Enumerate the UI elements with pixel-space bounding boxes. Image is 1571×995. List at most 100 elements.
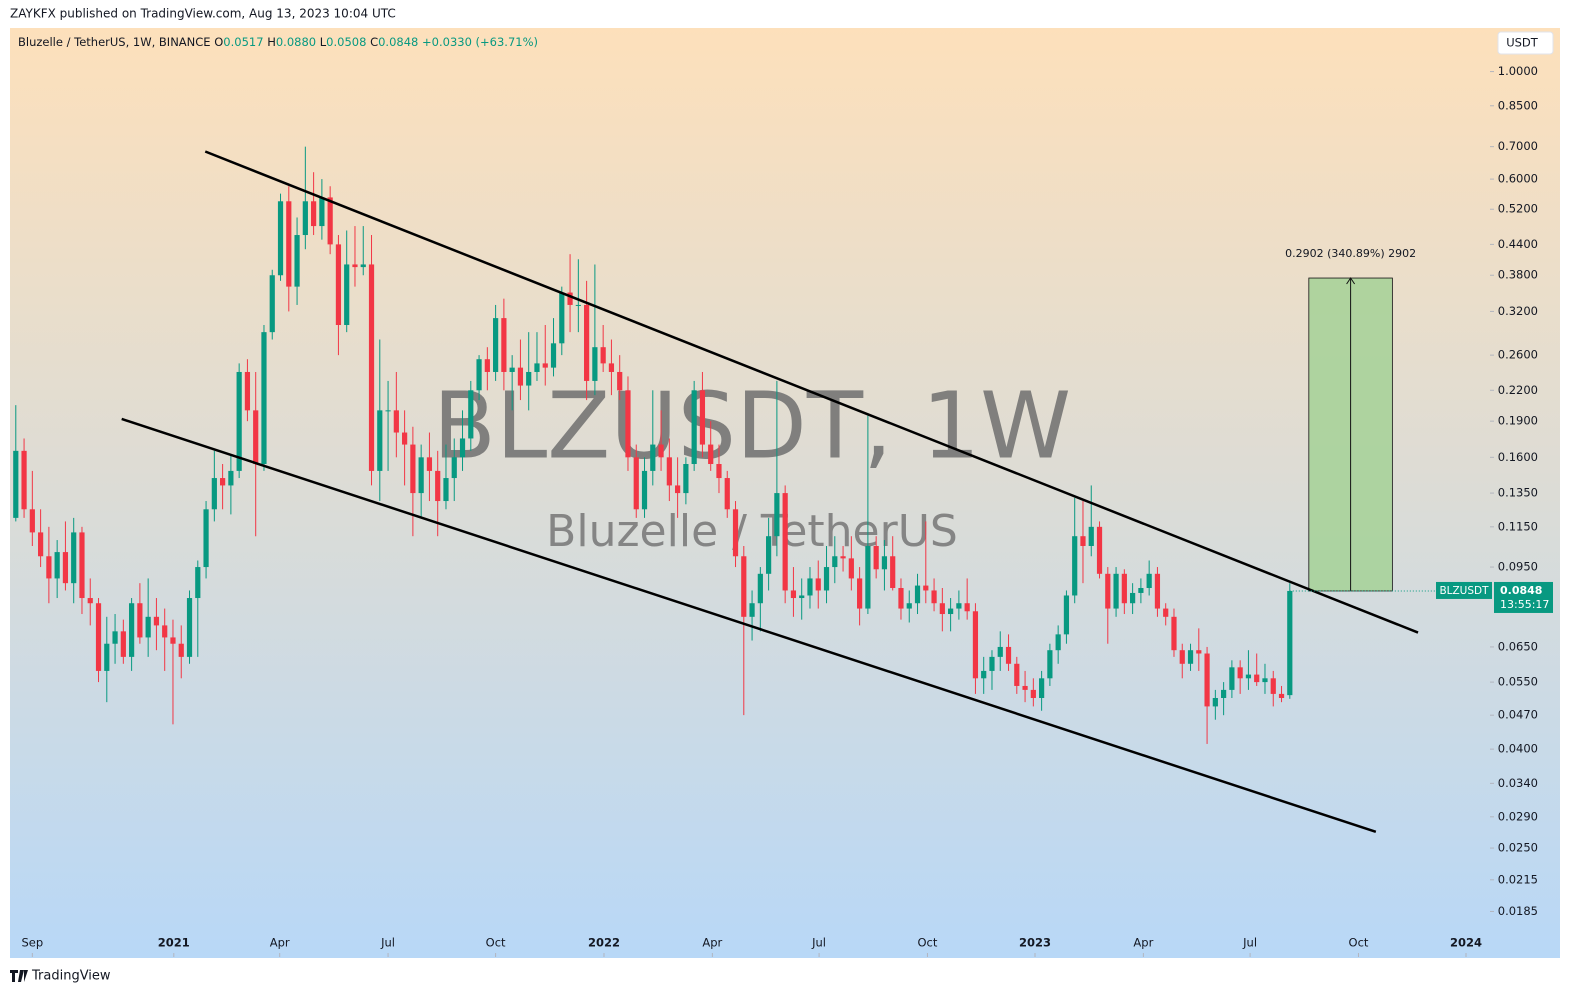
candle-body [451,457,457,479]
watermark-subtitle: Bluzelle / TetherUS [546,506,958,557]
y-tick-label: 0.1350 [1498,486,1538,500]
candle-body [129,603,135,657]
x-tick-label: Jul [380,936,395,950]
candle-body [38,532,44,557]
candle-body [1254,674,1260,683]
price-tag-symbol: BLZUSDT [1439,585,1489,597]
y-tick-label: 0.5200 [1498,202,1538,216]
candle-body [716,464,722,479]
y-tick-label: 0.3800 [1498,268,1538,282]
candle-body [484,359,490,372]
y-tick-label: 0.6000 [1498,172,1538,186]
candle-body [741,556,747,617]
candle-body [302,201,308,236]
currency-button[interactable]: USDT [1497,31,1554,55]
y-tick-label: 0.3200 [1498,304,1538,318]
candle-body [757,573,763,604]
candle-body [881,556,888,570]
candle-body [170,637,176,644]
candle-body [435,470,441,502]
candle-body [253,410,259,465]
y-tick-label: 0.4400 [1498,237,1538,251]
candle-body [766,536,772,574]
candle-body [1105,573,1111,609]
candle-body [1212,697,1218,707]
candle-body [393,410,399,433]
candle-body [1146,573,1152,589]
y-tick-label: 0.1600 [1498,450,1538,464]
candle-body [1278,693,1285,698]
y-tick-label: 0.2600 [1498,348,1538,362]
candle-body [1047,650,1053,679]
candle-body [368,264,375,471]
candle-body [1287,590,1293,696]
candle-body [476,359,482,391]
candle-body [633,457,639,510]
candle-body [162,625,168,638]
candle-body [1096,526,1103,574]
candle-body [906,603,912,609]
candle-body [352,264,358,268]
trend-line [204,150,1419,634]
candle-body [493,318,499,372]
candle-body [244,371,251,411]
candle-body [87,598,93,604]
candle-body [360,264,366,268]
candle-body [691,390,697,465]
candle-body [666,457,672,486]
candle-body [112,631,118,644]
candle-body [459,438,466,458]
candle-body [683,464,689,494]
candle-body [120,631,126,657]
candle-body [311,201,317,227]
candle-body [650,444,656,471]
candle-body [1138,588,1144,593]
candle-body [402,432,408,445]
candle-body [724,478,730,510]
currency-button-box[interactable] [1497,31,1554,55]
footer: TradingView [10,969,111,984]
x-tick-label: Apr [270,936,290,950]
candle-body [211,478,217,510]
candle-body [914,585,921,604]
candle-body [13,450,19,518]
candle-body [600,347,606,364]
y-tick-label: 0.0650 [1498,639,1538,653]
candle-body [732,509,739,557]
x-tick-label: Apr [702,936,722,950]
candle-body [410,444,416,494]
candle-body [1237,667,1243,679]
candle-body [1063,595,1070,635]
legend-label: C [370,35,378,49]
candle-body [617,371,623,391]
candle-body [865,545,871,609]
measure-arrowhead [1346,277,1356,285]
legend-symbol: Bluzelle / TetherUS, 1W, BINANCE [18,35,211,49]
candle-body [1196,650,1202,654]
candle-body [675,485,681,494]
candle-body [1113,573,1119,609]
candle-body [1080,536,1086,546]
candle-body [972,611,979,679]
trend-line [121,417,1377,834]
currency-button-label[interactable]: USDT [1506,36,1539,50]
candle-body [277,201,284,276]
x-tick-label: Jul [811,936,826,950]
candle-body [509,367,515,372]
candle-body [815,578,821,591]
x-tick-label: 2023 [1019,936,1051,950]
x-tick-label: Jul [1242,936,1257,950]
candle-body [385,410,391,412]
y-tick-label: 0.0290 [1498,809,1538,823]
y-tick-label: 0.0250 [1498,841,1538,855]
x-tick-label: Oct [1349,936,1369,950]
candle-body [54,552,60,579]
y-tick-label: 0.0215 [1498,872,1538,886]
candle-body [1229,667,1235,690]
candle-body [377,410,383,471]
y-tick-label: 0.0950 [1498,560,1538,574]
header: ZAYKFX published on TradingView.com, Aug… [10,7,396,21]
y-tick-label: 0.1900 [1498,414,1538,428]
candle-body [145,616,151,638]
